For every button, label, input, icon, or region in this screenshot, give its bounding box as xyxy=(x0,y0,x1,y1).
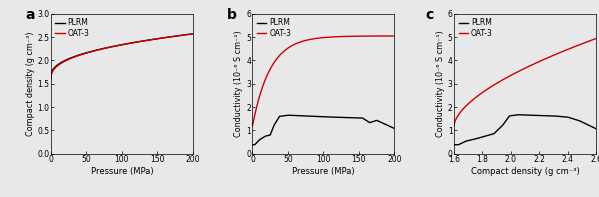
PLRM xyxy=(138,40,145,42)
Y-axis label: Conductivity (10⁻⁶ S cm⁻¹): Conductivity (10⁻⁶ S cm⁻¹) xyxy=(234,30,243,137)
PLRM xyxy=(588,125,595,128)
OAT-3 xyxy=(516,70,523,72)
OAT-3 xyxy=(170,35,177,38)
OAT-3 xyxy=(588,39,595,41)
Y-axis label: Conductivity (10⁻⁶ S cm⁻¹): Conductivity (10⁻⁶ S cm⁻¹) xyxy=(436,30,445,137)
Text: c: c xyxy=(426,8,434,22)
PLRM xyxy=(134,41,141,43)
PLRM xyxy=(130,41,137,44)
OAT-3 xyxy=(458,110,465,112)
OAT-3 xyxy=(318,37,325,39)
OAT-3 xyxy=(256,94,264,97)
OAT-3 xyxy=(592,37,599,40)
PLRM xyxy=(391,127,398,130)
OAT-3 xyxy=(47,78,55,80)
OAT-3 xyxy=(387,35,394,37)
OAT-3 xyxy=(386,35,394,37)
PLRM xyxy=(314,115,322,118)
Legend: PLRM, OAT-3: PLRM, OAT-3 xyxy=(458,18,494,39)
PLRM xyxy=(562,116,570,118)
Line: OAT-3: OAT-3 xyxy=(51,34,193,79)
PLRM xyxy=(458,142,465,145)
PLRM xyxy=(155,37,162,40)
PLRM xyxy=(387,125,394,128)
Legend: PLRM, OAT-3: PLRM, OAT-3 xyxy=(55,18,90,39)
Line: PLRM: PLRM xyxy=(454,115,596,145)
PLRM xyxy=(47,76,55,78)
PLRM xyxy=(516,114,523,116)
PLRM xyxy=(387,125,394,128)
PLRM xyxy=(256,138,264,141)
OAT-3 xyxy=(562,49,570,51)
X-axis label: Pressure (MPa): Pressure (MPa) xyxy=(90,167,153,176)
OAT-3 xyxy=(130,42,137,44)
OAT-3 xyxy=(361,35,368,37)
X-axis label: Pressure (MPa): Pressure (MPa) xyxy=(292,167,355,176)
Line: OAT-3: OAT-3 xyxy=(454,39,596,126)
X-axis label: Compact density (g cm⁻³): Compact density (g cm⁻³) xyxy=(471,167,579,176)
OAT-3 xyxy=(391,35,398,37)
OAT-3 xyxy=(189,33,196,35)
OAT-3 xyxy=(56,63,63,65)
OAT-3 xyxy=(588,39,595,41)
PLRM xyxy=(515,113,522,116)
OAT-3 xyxy=(519,68,527,70)
OAT-3 xyxy=(138,40,145,43)
Text: a: a xyxy=(25,8,35,22)
OAT-3 xyxy=(249,125,256,127)
Line: OAT-3: OAT-3 xyxy=(253,36,394,126)
OAT-3 xyxy=(450,125,458,127)
PLRM xyxy=(592,127,599,130)
Line: PLRM: PLRM xyxy=(51,34,193,77)
PLRM xyxy=(318,116,325,118)
PLRM xyxy=(519,114,527,116)
PLRM xyxy=(285,114,292,116)
PLRM xyxy=(361,118,368,120)
Line: PLRM: PLRM xyxy=(253,115,394,145)
PLRM xyxy=(170,35,177,38)
PLRM xyxy=(189,33,196,35)
PLRM xyxy=(56,62,63,65)
PLRM xyxy=(450,144,458,146)
OAT-3 xyxy=(314,37,321,39)
Y-axis label: Compact density (g cm⁻³): Compact density (g cm⁻³) xyxy=(26,32,35,136)
Legend: PLRM, OAT-3: PLRM, OAT-3 xyxy=(256,18,292,39)
OAT-3 xyxy=(155,37,162,40)
PLRM xyxy=(249,144,256,146)
OAT-3 xyxy=(134,41,141,43)
Text: b: b xyxy=(227,8,237,22)
PLRM xyxy=(588,126,595,128)
